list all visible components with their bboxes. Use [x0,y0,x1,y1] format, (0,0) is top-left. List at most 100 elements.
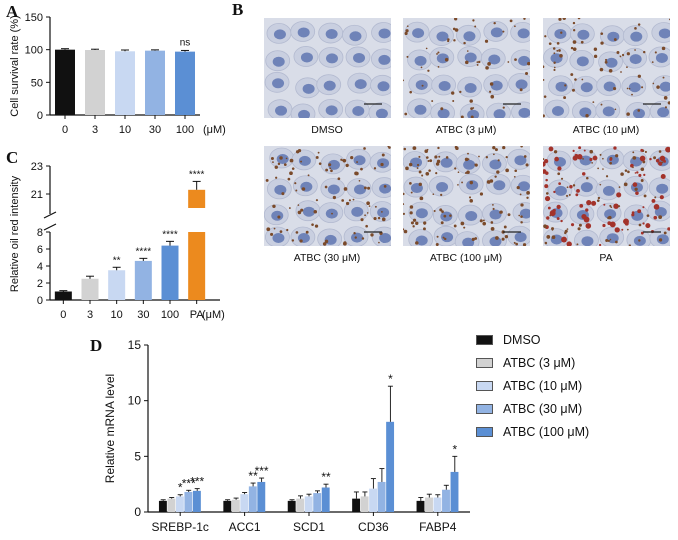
lipid-droplet [668,18,670,21]
lipid-droplet [581,213,587,220]
lipid-droplet [496,170,500,174]
lipid-droplet [454,167,457,170]
lipid-droplet [479,219,483,223]
lipid-droplet [626,228,629,231]
lipid-droplet [415,241,419,245]
lipid-droplet [373,167,377,170]
lipid-droplet [317,151,320,154]
lipid-droplet [598,243,602,246]
lipid-droplet [640,167,645,172]
lipid-droplet [366,201,370,206]
lipid-droplet [554,156,559,162]
cell-nucleus [351,232,364,243]
lipid-droplet [663,96,668,100]
bar [55,49,75,115]
cell-nucleus [438,80,451,91]
bar [360,496,369,512]
lipid-droplet [289,158,294,163]
lipid-droplet [440,221,444,225]
lipid-droplet [505,168,509,173]
lipid-droplet [409,90,412,94]
lipid-droplet [463,41,466,45]
lipid-droplet [281,192,285,196]
lipid-droplet [575,193,579,197]
lipid-droplet [405,166,409,171]
lipid-droplet [610,206,613,209]
lipid-droplet [644,150,647,153]
lipid-droplet [468,196,472,199]
lipid-droplet [314,224,319,228]
lipid-droplet [311,223,314,226]
lipid-droplet [543,114,545,118]
bar [352,498,361,512]
lipid-droplet [405,29,409,33]
lipid-droplet [615,154,619,158]
lipid-droplet [592,155,598,161]
lipid-droplet [664,106,668,109]
lipid-droplet [478,155,480,158]
cell-nucleus [490,80,503,91]
y-axis-label: Cell survival rate (%) [9,15,21,116]
lipid-droplet [329,167,332,170]
x-tick-label: CD36 [358,520,389,534]
cell-nucleus [415,208,428,219]
lipid-droplet [614,227,620,233]
lipid-droplet [275,176,278,179]
cell-nucleus [275,105,288,116]
lipid-droplet [616,192,622,198]
lipid-droplet [615,240,618,244]
cell-nucleus [349,31,362,42]
lipid-droplet [607,221,612,226]
x-tick-label: 100 [161,309,179,321]
axis-break-mark [43,223,57,231]
lipid-droplet [324,239,329,244]
lipid-droplet [626,52,630,56]
micrograph-picture [543,18,670,118]
y-tick-label: 10 [128,394,142,408]
lipid-droplet [287,177,291,181]
lipid-droplet [577,18,581,20]
bar [184,491,193,512]
lipid-droplet [593,47,598,51]
lipid-droplet [444,57,449,62]
cell-nucleus [353,52,366,63]
cell-nucleus [552,106,565,117]
lipid-droplet [607,216,610,220]
lipid-droplet [593,54,598,59]
lipid-droplet [464,171,468,174]
lipid-droplet [409,205,414,209]
lipid-droplet [412,225,415,228]
bar [161,245,179,300]
lipid-droplet [523,155,527,158]
lipid-droplet [661,46,666,51]
lipid-droplet [492,146,496,150]
lipid-droplet [578,146,582,150]
lipid-droplet [609,157,613,161]
lipid-droplet [340,158,343,161]
lipid-droplet [519,88,523,92]
lipid-droplet [634,187,638,191]
cell-nucleus [603,81,616,92]
bar [287,500,296,512]
lipid-droplet [599,67,604,72]
lipid-droplet [585,208,589,212]
lipid-droplet [441,210,444,213]
lipid-droplet [514,169,518,173]
lipid-droplet [609,204,612,207]
lipid-droplet [566,241,572,246]
cell-nucleus [271,210,284,221]
cell-nucleus [490,27,503,38]
bar [192,490,201,512]
bar [134,260,152,300]
bar [81,278,99,300]
lipid-droplet [565,194,569,197]
lipid-droplet [602,223,606,228]
cell-nucleus [577,29,590,40]
lipid-droplet [599,153,602,156]
bar [248,486,257,512]
lipid-droplet [277,162,281,166]
lipid-droplet [423,227,426,231]
x-tick-label: 10 [111,309,123,321]
cell-nucleus [579,155,592,166]
lipid-droplet [626,66,628,69]
